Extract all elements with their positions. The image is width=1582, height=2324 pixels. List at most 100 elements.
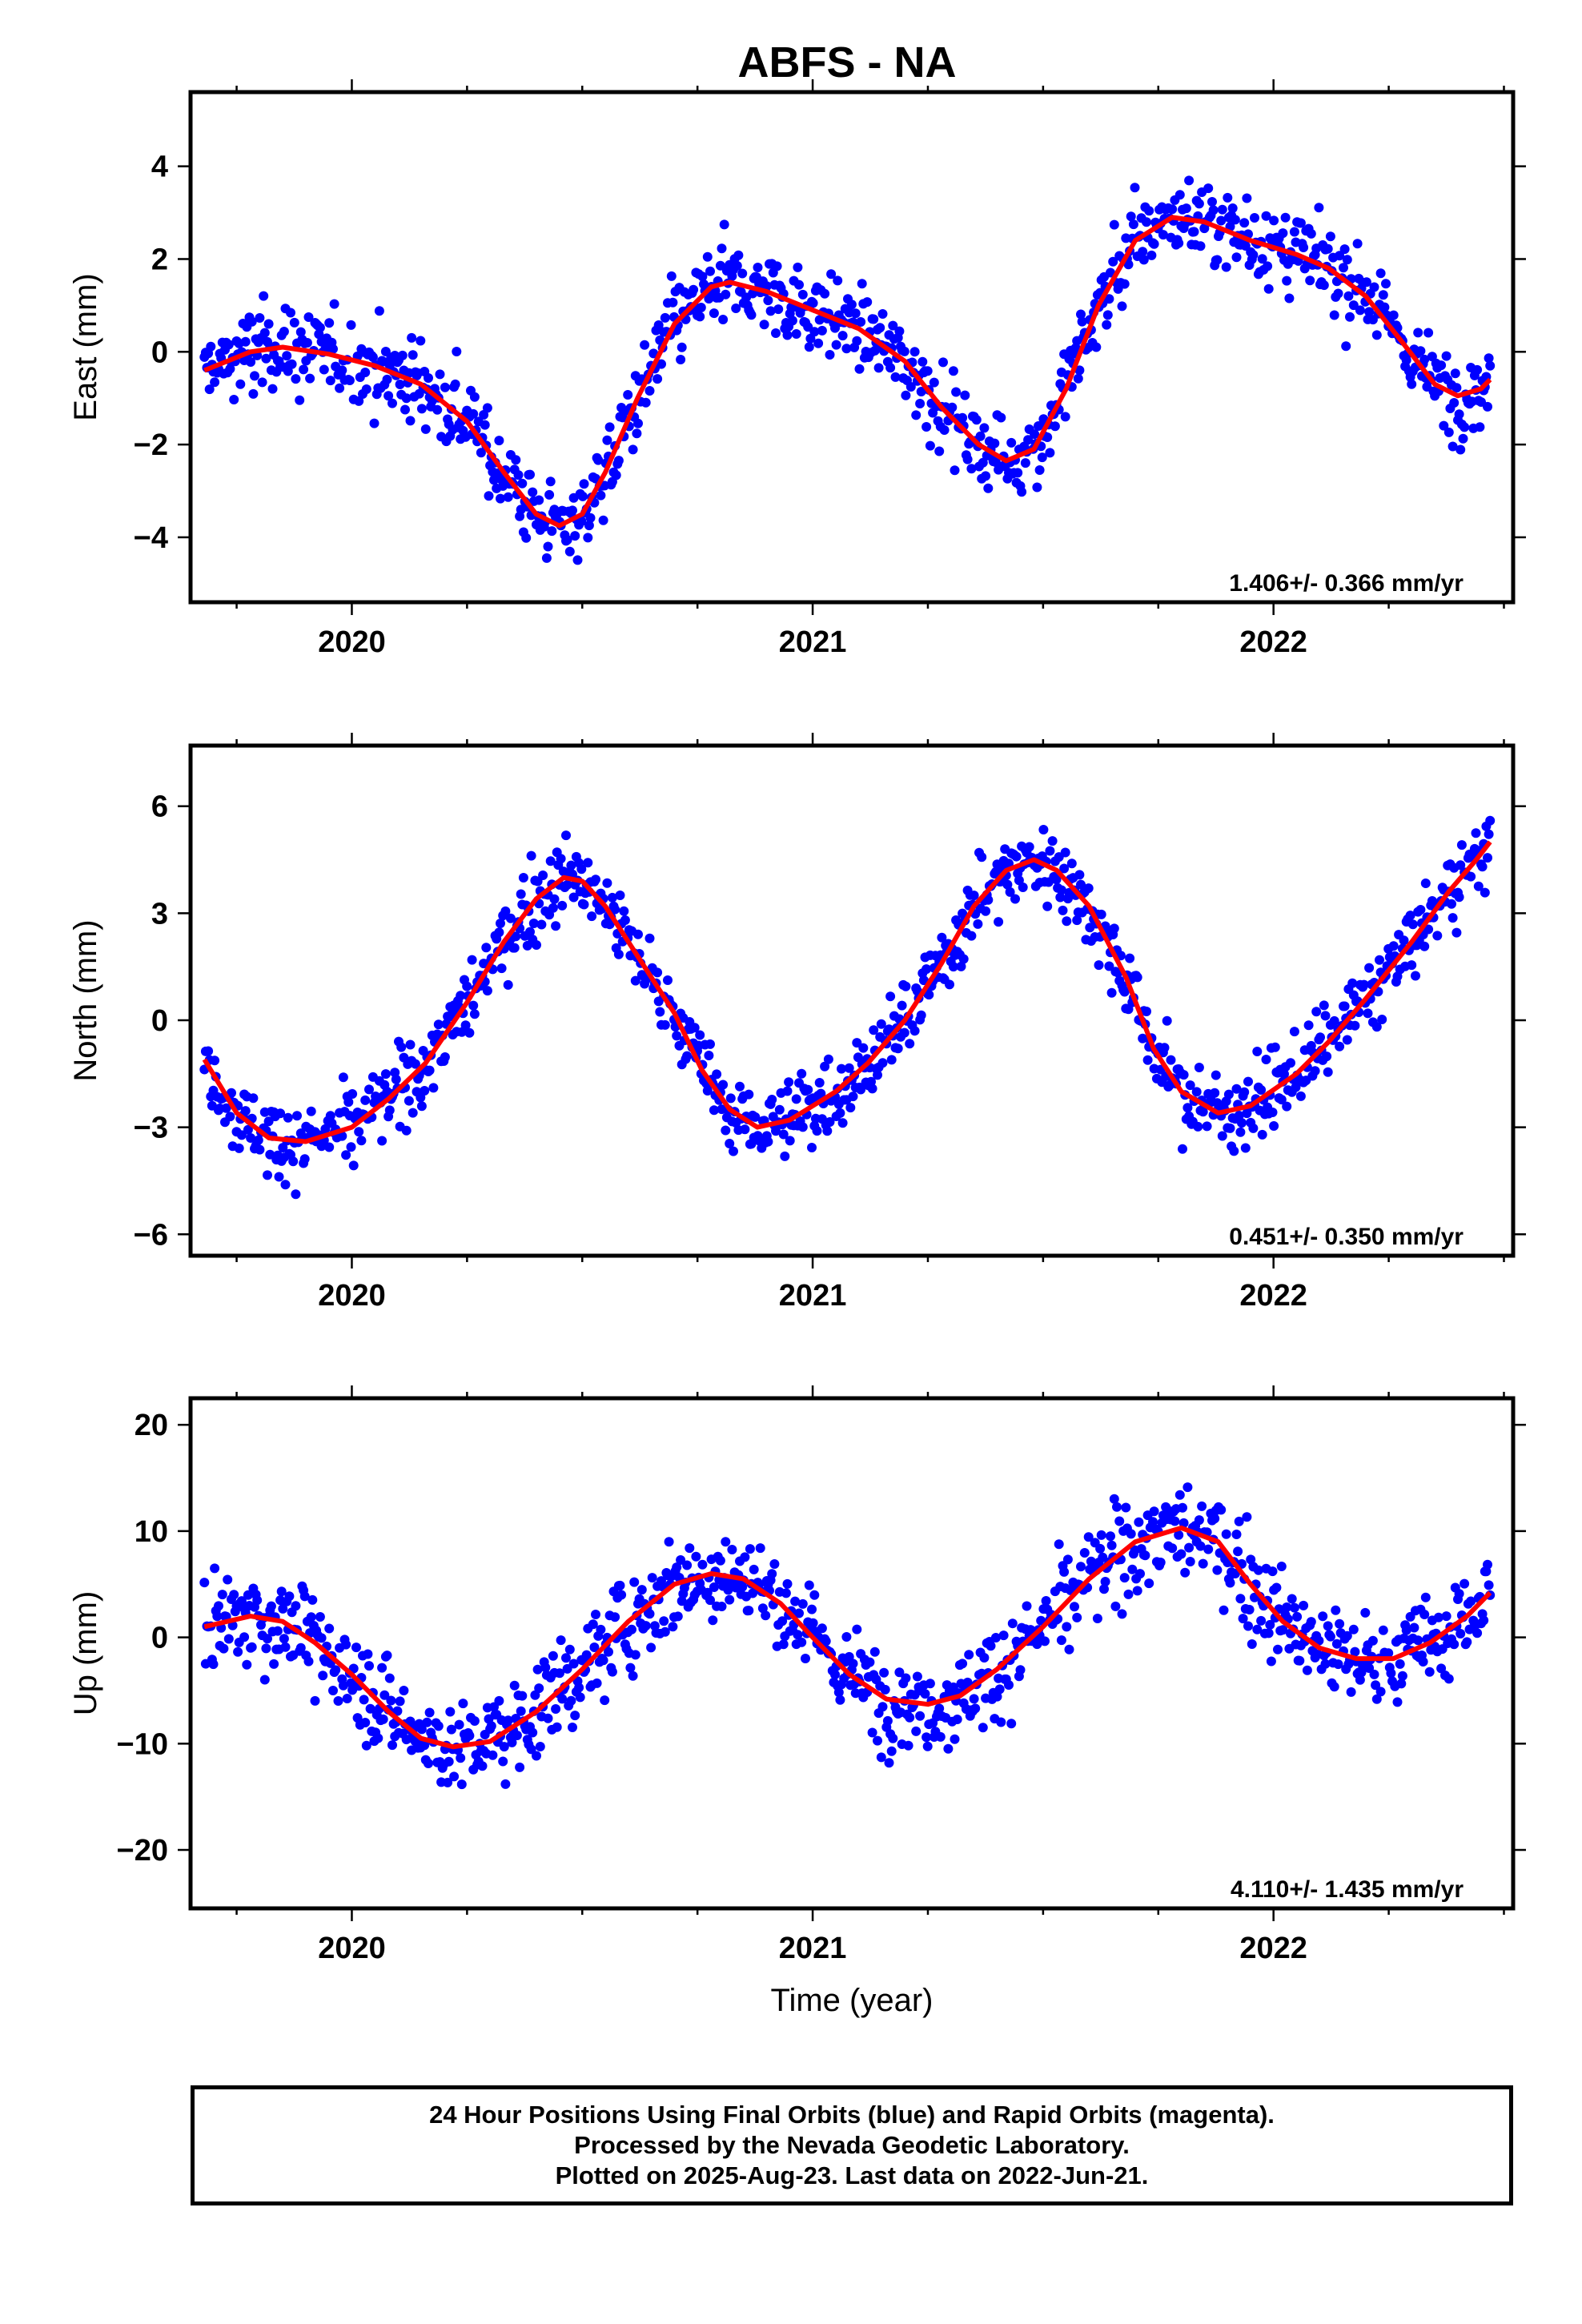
observation-point: [820, 1061, 830, 1072]
observation-point: [1355, 305, 1365, 316]
footer-caption-box: 24 Hour Positions Using Final Orbits (bl…: [191, 2085, 1513, 2205]
observation-point: [1432, 931, 1443, 941]
observation-point: [513, 470, 524, 480]
observation-point: [408, 350, 418, 360]
observation-point: [1436, 360, 1447, 371]
observation-point: [652, 374, 663, 384]
observation-point: [1191, 1087, 1202, 1097]
observation-point: [1117, 301, 1127, 312]
observation-point: [598, 515, 608, 525]
observation-points: [199, 1482, 1496, 1790]
observation-point: [518, 873, 528, 883]
observation-point: [1032, 482, 1042, 493]
observation-point: [856, 317, 866, 327]
observation-point: [873, 1735, 882, 1746]
observation-point: [911, 410, 921, 420]
observation-point: [1208, 205, 1219, 215]
observation-point: [729, 1146, 738, 1156]
observation-point: [424, 1065, 435, 1076]
observation-point: [1235, 1594, 1246, 1604]
observation-point: [1125, 953, 1135, 963]
observation-point: [408, 1108, 418, 1118]
observation-point: [1355, 1675, 1365, 1685]
observation-point: [400, 404, 410, 415]
observation-point: [1303, 1020, 1314, 1031]
observation-point: [1056, 885, 1066, 895]
observation-point: [1424, 1667, 1435, 1677]
observation-point: [767, 1569, 777, 1579]
observation-point: [1155, 1558, 1166, 1567]
y-tick-label: −6: [134, 1218, 168, 1252]
observation-point: [911, 1726, 921, 1736]
observation-point: [761, 1610, 771, 1621]
observation-point: [255, 1144, 265, 1155]
observation-point: [943, 1743, 954, 1754]
observation-point: [905, 1039, 915, 1049]
observation-point: [656, 359, 666, 369]
observation-point: [1109, 923, 1119, 934]
observation-point: [1484, 353, 1494, 364]
observation-point: [420, 1086, 430, 1096]
observation-point: [702, 251, 713, 262]
observation-point: [1347, 978, 1358, 988]
observation-point: [937, 932, 947, 943]
observation-point: [315, 323, 325, 333]
observation-point: [242, 1659, 252, 1670]
x-tick-label: 2020: [318, 1279, 386, 1313]
observation-point: [219, 1643, 229, 1654]
observation-point: [873, 1070, 882, 1080]
observation-point: [978, 1723, 988, 1733]
observation-point: [672, 1031, 682, 1041]
observation-point: [630, 975, 640, 986]
observation-point: [579, 899, 589, 910]
observation-point: [561, 830, 571, 841]
observation-point: [543, 541, 553, 552]
observation-point: [1280, 212, 1291, 223]
observation-point: [476, 448, 486, 458]
observation-point: [424, 1707, 435, 1718]
observation-point: [922, 1741, 933, 1751]
observation-point: [1449, 1639, 1460, 1650]
observation-point: [994, 917, 1004, 927]
observation-point: [556, 854, 566, 864]
observation-point: [1238, 1614, 1248, 1624]
observation-point: [319, 364, 329, 375]
observation-point: [515, 1762, 525, 1772]
observation-point: [1030, 429, 1040, 440]
observation-point: [771, 328, 781, 338]
observation-point: [1433, 1612, 1443, 1622]
observation-point: [797, 1598, 808, 1609]
observation-point: [1320, 1659, 1331, 1669]
observation-point: [286, 308, 295, 318]
observation-point: [765, 306, 776, 316]
observation-point: [1185, 1557, 1195, 1566]
observation-point: [572, 555, 583, 565]
observation-point: [755, 1543, 765, 1554]
observation-point: [1248, 1123, 1259, 1133]
observation-point: [263, 1170, 272, 1180]
observation-point: [1339, 1001, 1350, 1011]
observation-point: [644, 1609, 655, 1619]
observation-point: [310, 1695, 320, 1706]
observation-point: [1212, 255, 1223, 265]
observation-point: [1423, 924, 1434, 935]
observation-point: [628, 444, 638, 455]
observation-point: [346, 320, 356, 330]
observation-point: [702, 1587, 713, 1598]
observation-point: [797, 289, 808, 300]
observation-point: [1109, 1494, 1119, 1504]
observation-point: [735, 1081, 745, 1092]
observation-point: [263, 1116, 274, 1127]
observation-point: [433, 1721, 444, 1731]
observation-point: [1055, 892, 1066, 903]
observation-point: [1397, 1671, 1407, 1681]
observation-point: [584, 521, 594, 531]
observation-point: [206, 341, 216, 352]
observation-point: [804, 342, 814, 352]
observation-point: [830, 1670, 840, 1680]
observation-point: [1375, 1687, 1386, 1697]
observation-point: [280, 1642, 291, 1652]
observation-point: [794, 279, 804, 290]
observation-point: [253, 1135, 263, 1145]
observation-point: [1060, 847, 1070, 858]
